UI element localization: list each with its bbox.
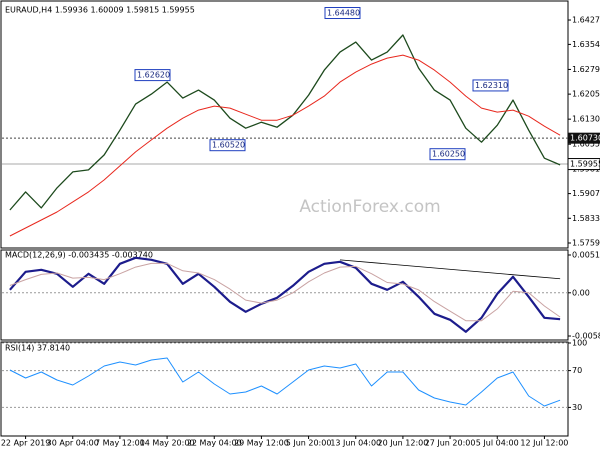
panel-title: MACD(12,26,9) -0.003435 -0.003740 (5, 251, 153, 260)
panel-frame (0, 341, 569, 437)
y-tick-label: 30 (572, 403, 582, 412)
x-tick-label: 22 May 04:00 (187, 439, 242, 448)
y-tick-label: 1.57590 (572, 238, 600, 247)
y-tick-label: 1.60550 (572, 140, 600, 149)
series-line (9, 256, 561, 333)
series-line (9, 262, 561, 322)
panel-title: RSI(14) 37.8140 (5, 344, 70, 353)
annotation-label: 1.62310 (475, 81, 508, 90)
x-tick-label: 5 Jun 20:00 (286, 439, 332, 448)
annotation-label: 1.60250 (432, 150, 465, 159)
annotation-label: 1.64480 (327, 9, 360, 18)
x-tick-label: 5 Jul 04:00 (476, 439, 519, 448)
trendline (339, 259, 561, 280)
y-tick-label: 1.62790 (572, 65, 600, 74)
y-tick-label: 1.59070 (572, 189, 600, 198)
series-line (9, 34, 561, 211)
watermark: ActionForex.com (299, 197, 440, 217)
x-tick-label: 12 Jul 12:00 (520, 439, 568, 448)
panel-frame (0, 249, 569, 341)
y-tick-label: 100 (572, 339, 587, 348)
panel-frame (0, 0, 569, 249)
y-tick-label: 0.005149 (572, 250, 600, 259)
series-line (9, 54, 561, 237)
y-tick-label: 1.58330 (572, 214, 600, 223)
x-tick-label: 14 May 20:00 (140, 439, 195, 448)
annotation-box (429, 148, 466, 161)
last-price-label: 1.59955 (570, 160, 600, 169)
annotation-label: 1.60520 (212, 141, 245, 150)
annotation-box (324, 7, 361, 20)
x-tick-label: 30 Apr 04:00 (47, 439, 99, 448)
y-tick-label: 1.63540 (572, 40, 600, 49)
x-tick-label: 7 May 12:00 (95, 439, 145, 448)
annotation-box (134, 69, 171, 82)
annotation-box (209, 139, 246, 152)
level-label: 1.60730 (570, 134, 600, 143)
x-tick-label: 13 Jun 04:00 (330, 439, 381, 448)
y-tick-label: 1.62050 (572, 90, 600, 99)
y-tick-label: -0.005887 (572, 332, 600, 341)
y-tick-label: 1.61300 (572, 115, 600, 124)
y-tick-label: 70 (572, 366, 582, 375)
series-line (9, 357, 561, 407)
y-tick-label: 0.00 (572, 288, 590, 297)
last-price-box (567, 158, 600, 171)
panel-title: EURAUD,H4 1.59936 1.60009 1.59815 1.5995… (5, 6, 195, 15)
y-tick-label: 1.64270 (572, 16, 600, 25)
level-box (568, 132, 600, 144)
x-tick-label: 22 Apr 2019 (1, 439, 50, 448)
x-tick-label: 29 May 12:00 (234, 439, 289, 448)
annotation-box (472, 79, 509, 92)
annotation-label: 1.62620 (137, 71, 170, 80)
x-tick-label: 27 Jun 20:00 (425, 439, 476, 448)
x-tick-label: 20 Jun 12:00 (378, 439, 429, 448)
